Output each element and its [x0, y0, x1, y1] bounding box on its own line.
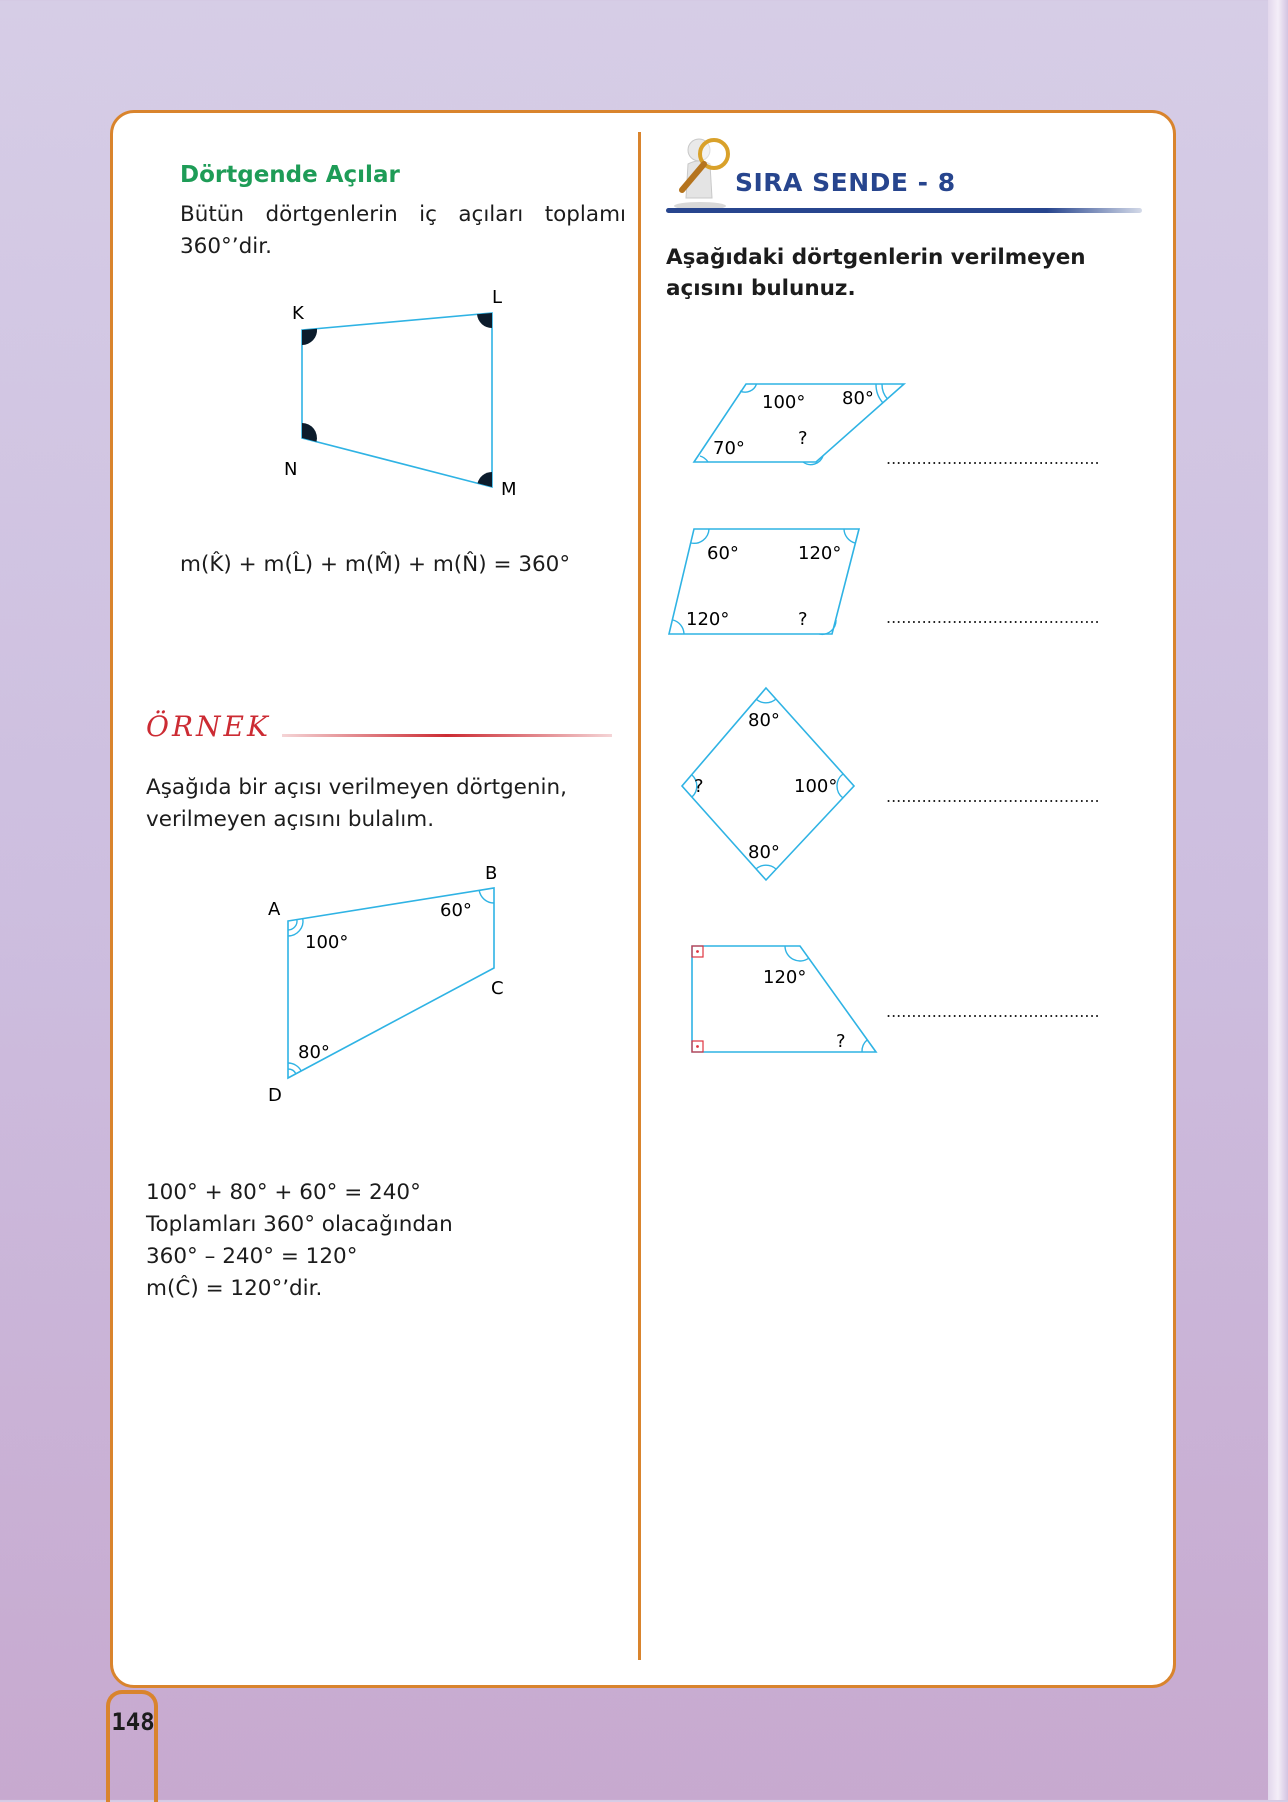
shape-3-angle-100: 100°: [794, 776, 837, 797]
shape-1-angle-70: 70°: [713, 438, 745, 459]
page-number: 148: [111, 1708, 155, 1736]
vertex-k: K: [292, 303, 305, 324]
shape-2-angle-60: 60°: [707, 543, 739, 564]
answer-blank-3[interactable]: ........................................…: [886, 787, 1100, 806]
task-text: Aşağıdaki dörtgenlerin verilmeyen açısın…: [666, 245, 1086, 301]
solution: 100° + 80° + 60° = 240° Toplamları 360° …: [146, 1177, 453, 1305]
angle-mark-m: [477, 472, 492, 487]
angle-d-label: 80°: [298, 1042, 330, 1063]
vertex-c: C: [491, 978, 504, 999]
shape-3-rhombus: 80° ? 100° 80°: [680, 686, 856, 882]
vertex-m: M: [501, 479, 517, 500]
answer-blank-4[interactable]: ........................................…: [886, 1002, 1100, 1021]
shape-1-angle-80: 80°: [842, 388, 874, 409]
vertex-n: N: [284, 459, 297, 480]
vertex-a: A: [268, 899, 281, 920]
answer-blank-1[interactable]: ........................................…: [886, 449, 1100, 468]
shape-3-angle-80-bottom: 80°: [748, 842, 780, 863]
solution-line-1: 100° + 80° + 60° = 240°: [146, 1180, 421, 1205]
shape-3-unknown: ?: [694, 776, 704, 797]
vertex-b: B: [485, 863, 497, 884]
solution-line-2: Toplamları 360° olacağından: [146, 1212, 453, 1237]
vertex-d: D: [268, 1085, 282, 1106]
solution-line-3: 360° – 240° = 120°: [146, 1244, 358, 1269]
shape-2-angle-120-top: 120°: [798, 543, 841, 564]
figure-abcd: A B C D 100° 60° 80°: [268, 863, 504, 1106]
magnifier-figure-icon: [674, 138, 730, 210]
shape-2-angle-120-bottom: 120°: [686, 609, 729, 630]
angle-mark-k: [302, 328, 318, 346]
angle-b-label: 60°: [440, 900, 472, 921]
page-number-tab: [106, 1690, 158, 1802]
solution-line-4: m(Ĉ) = 120°’dir.: [146, 1276, 323, 1301]
section-heading: Dörtgende Açılar: [180, 162, 400, 188]
content-card: [110, 110, 1176, 1688]
practice-rule: [666, 208, 1142, 213]
answer-blank-2[interactable]: ........................................…: [886, 608, 1100, 627]
angle-mark-l: [477, 313, 492, 329]
shape-1-angle-100: 100°: [762, 392, 805, 413]
page-edge: [1268, 0, 1288, 1800]
column-divider: [638, 132, 641, 1660]
example-text: Aşağıda bir açısı verilmeyen dörtgenin, …: [146, 775, 567, 832]
intro-text: Bütün dörtgenlerin iç açıları toplamı 36…: [180, 202, 626, 259]
angle-a-label: 100°: [305, 932, 348, 953]
example-title: ÖRNEK: [146, 710, 271, 743]
example-rule: [282, 734, 612, 737]
angle-sum-formula: m(K̂) + m(L̂) + m(M̂) + m(N̂) = 360°: [180, 552, 571, 577]
shape-1-parallelogram: 100° 80° 70° ?: [692, 383, 907, 466]
vertex-l: L: [492, 287, 502, 308]
angle-mark-n: [302, 423, 317, 442]
shape-4-right-trapezoid: 120° ?: [691, 945, 878, 1053]
practice-title: SIRA SENDE - 8: [735, 168, 956, 197]
shape-4-unknown: ?: [836, 1031, 846, 1052]
figure-klmn: K L M N: [284, 287, 517, 500]
shape-1-unknown: ?: [798, 428, 808, 449]
shape-2-unknown: ?: [798, 609, 808, 630]
shape-4-angle-120: 120°: [763, 967, 806, 988]
shape-3-angle-80-top: 80°: [748, 710, 780, 731]
shape-2-parallelogram: 60° 120° 120° ?: [667, 528, 861, 636]
